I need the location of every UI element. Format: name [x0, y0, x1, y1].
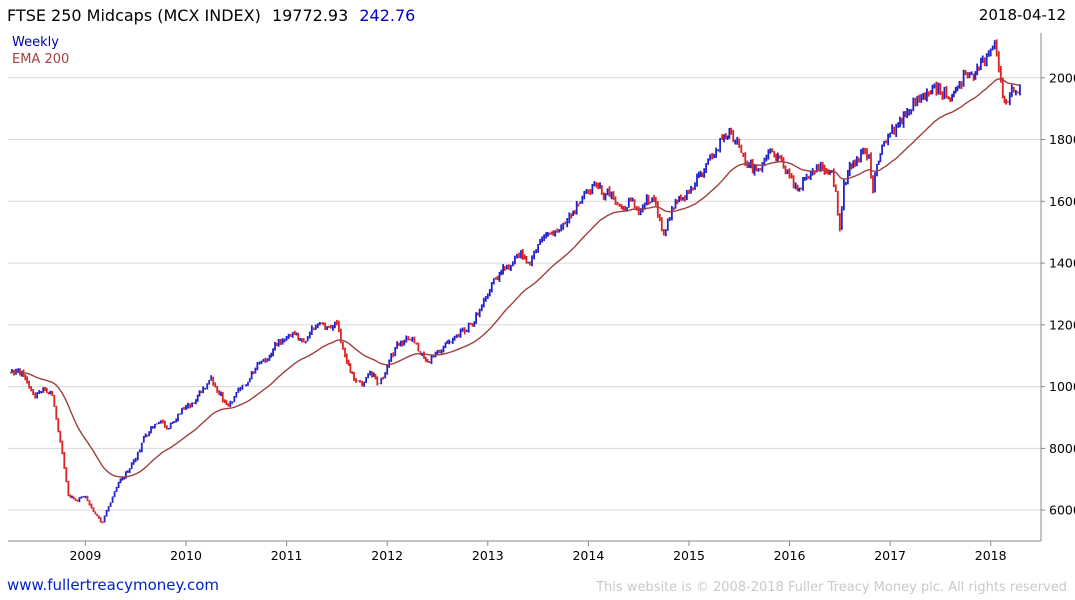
x-tick-label: 2009 — [69, 548, 101, 563]
chart-header: FTSE 250 Midcaps (MCX INDEX) 19772.93 24… — [7, 6, 415, 25]
y-tick-label: 10000 — [1049, 379, 1075, 394]
legend: Weekly EMA 200 — [12, 34, 69, 68]
y-axis: 6000 8000 10000 12000 14000 16000 18000 20000 — [1040, 33, 1075, 541]
y-tick-label: 14000 — [1049, 256, 1075, 271]
copyright-text: This website is © 2008-2018 Fuller Treac… — [596, 580, 1067, 595]
website-link[interactable]: www.fullertreacymoney.com — [7, 576, 220, 594]
y-tick-label: 8000 — [1049, 441, 1075, 456]
x-tick-label: 2017 — [874, 548, 906, 563]
y-tick-label: 6000 — [1049, 503, 1075, 518]
grid-lines — [8, 77, 1041, 511]
x-tick-label: 2010 — [170, 548, 202, 563]
x-tick-label: 2012 — [371, 548, 403, 563]
y-tick-label: 16000 — [1049, 194, 1075, 209]
x-tick-label: 2016 — [774, 548, 806, 563]
chart-date: 2018-04-12 — [978, 6, 1066, 24]
x-tick-label: 2015 — [673, 548, 705, 563]
y-tick-label: 12000 — [1049, 317, 1075, 332]
y-tick-label: 20000 — [1049, 70, 1075, 85]
x-tick-label: 2014 — [572, 548, 604, 563]
x-tick-label: 2011 — [271, 548, 303, 563]
instrument-title: FTSE 250 Midcaps (MCX INDEX) — [7, 6, 261, 25]
candlestick-series — [11, 39, 1021, 524]
price-change: 242.76 — [359, 6, 416, 25]
legend-frequency: Weekly — [12, 35, 59, 50]
x-axis: 2009 2010 2011 2012 2013 2014 2015 2016 2017 2018 — [8, 540, 1041, 563]
x-tick-label: 2018 — [975, 548, 1007, 563]
x-tick-label: 2013 — [472, 548, 504, 563]
last-price: 19772.93 — [271, 6, 349, 25]
y-tick-label: 18000 — [1049, 132, 1075, 147]
legend-ema: EMA 200 — [12, 52, 70, 67]
ema-line — [9, 78, 1020, 478]
